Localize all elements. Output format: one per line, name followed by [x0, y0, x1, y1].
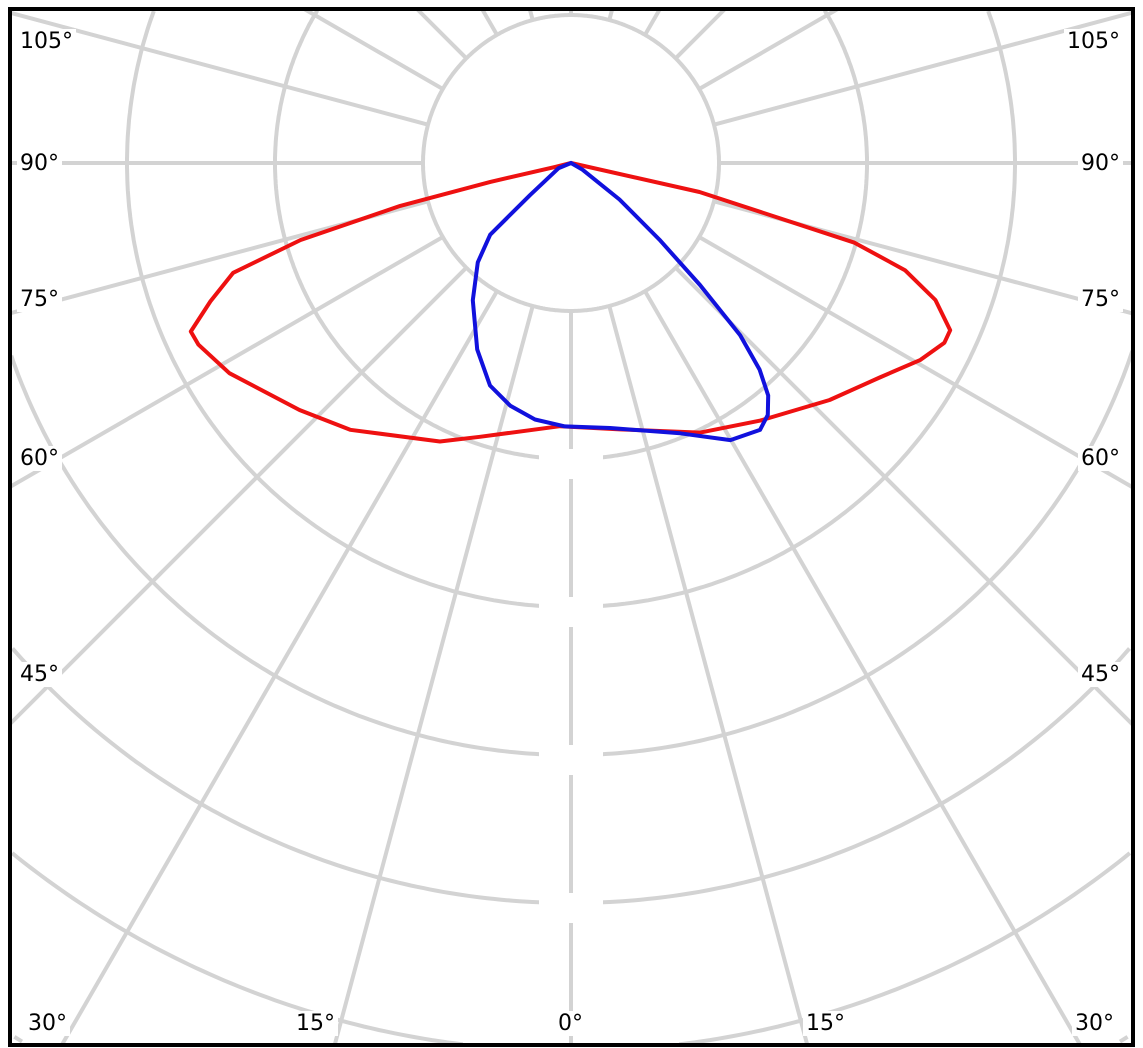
angle-label-right-45: 45°	[1081, 662, 1120, 687]
angle-label-bottom-30-right: 30°	[1075, 1011, 1114, 1036]
grid-circle	[571, 350, 1135, 757]
label-background	[25, 1011, 70, 1036]
grid-radial-line	[303, 7, 444, 91]
angle-label-bottom-15-right: 15°	[806, 1011, 845, 1036]
label-background	[1072, 1011, 1117, 1036]
angle-label-bottom-0: 0°	[558, 1011, 583, 1036]
label-background	[555, 1011, 586, 1036]
masked-value-label	[539, 597, 603, 627]
angle-labels: 105° 90° 75° 60° 45° 105° 90° 75° 60° 45…	[17, 29, 1123, 1036]
angle-label-bottom-30-left: 30°	[28, 1011, 67, 1036]
grid-radial-line	[643, 290, 1082, 1046]
grid-radial-line	[674, 266, 1135, 727]
label-background	[17, 287, 62, 312]
grid-circle	[571, 10, 1017, 609]
label-background	[1064, 29, 1123, 54]
grid-radial-line	[480, 8, 499, 36]
masked-value-label	[539, 449, 603, 479]
angle-label-right-90: 90°	[1081, 151, 1120, 176]
grid-circle	[1118, 1035, 1129, 1044]
angle-label-right-75: 75°	[1081, 287, 1120, 312]
grid-radial-line	[643, 8, 662, 36]
angle-label-left-45: 45°	[20, 662, 59, 687]
label-background	[293, 1011, 338, 1036]
grid-radial-line	[332, 305, 535, 1046]
grid-circle	[678, 851, 1132, 1047]
grid-circle	[10, 851, 464, 1047]
grid-radial-line	[713, 10, 1134, 127]
masked-value-label	[539, 745, 603, 775]
label-background	[1078, 446, 1123, 471]
grid-radial-line	[8, 266, 468, 726]
grid-circle	[273, 9, 571, 461]
grid-circle	[13, 1035, 24, 1044]
grid-radial-line	[698, 7, 839, 91]
angle-label-left-105: 105°	[20, 29, 73, 54]
grid-circle	[571, 647, 1131, 905]
label-background	[803, 1011, 848, 1036]
masked-value-label	[539, 893, 603, 923]
grid-radial-line	[674, 7, 727, 60]
series-curve-1	[188, 161, 953, 444]
grid-radial-line	[60, 290, 499, 1046]
angle-label-left-60: 60°	[20, 446, 59, 471]
label-background	[1078, 151, 1123, 176]
label-background	[17, 446, 62, 471]
curves	[188, 161, 953, 444]
label-background	[17, 151, 62, 176]
grid-radial-line	[9, 10, 429, 127]
angle-label-bottom-15-left: 15°	[296, 1011, 335, 1036]
masked-radial-labels	[539, 449, 603, 923]
series-curve-2	[470, 161, 771, 443]
grid-circle	[571, 9, 869, 461]
label-background	[17, 662, 62, 687]
grid-circle	[9, 355, 571, 757]
angle-label-left-90: 90°	[20, 151, 59, 176]
label-background	[1078, 287, 1123, 312]
label-background	[1078, 662, 1123, 687]
grid-radial-line	[415, 7, 468, 60]
grid-circle	[11, 647, 571, 905]
angle-label-right-60: 60°	[1081, 446, 1120, 471]
angle-label-right-105: 105°	[1067, 29, 1120, 54]
angle-label-left-75: 75°	[20, 287, 59, 312]
label-background	[17, 29, 76, 54]
grid-radial-line	[9, 235, 444, 489]
chart-frame	[8, 7, 1135, 1047]
grid-circle	[125, 10, 571, 609]
